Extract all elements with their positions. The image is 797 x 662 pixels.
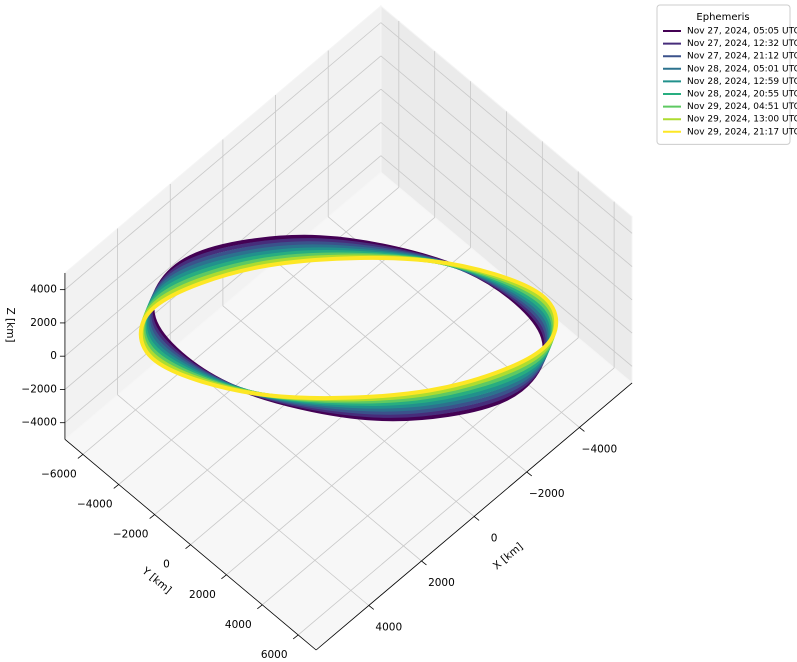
grid-line (64, 55, 382, 324)
y-tick-label: −4000 (77, 498, 113, 510)
legend-label: Nov 27, 2024, 05:05 UTC (687, 27, 797, 37)
grid-line (226, 307, 543, 576)
legend-label: Nov 28, 2024, 12:59 UTC (687, 77, 797, 87)
x-tick-label: 0 (491, 532, 498, 544)
y-tick-label: −2000 (113, 529, 149, 541)
orbit-line (138, 255, 559, 401)
grid-line (380, 88, 633, 301)
tick-mark (113, 484, 120, 489)
legend-label: Nov 27, 2024, 21:12 UTC (687, 52, 797, 62)
grid-line (154, 247, 471, 515)
tick-mark (368, 605, 375, 610)
legend-label: Nov 29, 2024, 13:00 UTC (687, 115, 797, 125)
legend-title: Ephemeris (696, 12, 749, 23)
z-tick-label: 0 (50, 350, 57, 362)
tick-mark (421, 560, 427, 566)
grid-line (380, 122, 633, 334)
y-tick-label: 4000 (225, 619, 252, 631)
tick-mark (257, 604, 263, 610)
grid-line (380, 55, 633, 267)
grid-line (64, 88, 382, 357)
tick-mark (526, 471, 533, 477)
tick-mark (579, 427, 585, 432)
orbit-line (150, 234, 547, 422)
grid-line (118, 217, 435, 485)
legend-label: Nov 28, 2024, 20:55 UTC (687, 90, 797, 100)
y-tick-label: 2000 (189, 589, 216, 601)
grid-line (64, 155, 382, 424)
x-tick-label: 4000 (375, 621, 402, 633)
legend-box (656, 4, 791, 145)
z-tick-label: −2000 (21, 383, 57, 395)
tick-mark (77, 454, 84, 459)
y-tick-label: 0 (163, 559, 170, 571)
y-axis-line (64, 439, 317, 651)
tick-mark (221, 574, 227, 580)
legend-label: Nov 28, 2024, 05:01 UTC (687, 64, 797, 74)
z-tick-label: 2000 (30, 317, 57, 329)
y-tick-label: 6000 (261, 649, 288, 661)
legend-label: Nov 29, 2024, 04:51 UTC (687, 102, 797, 112)
y-tick-label: −6000 (41, 468, 77, 480)
x-tick-label: 2000 (428, 577, 455, 589)
orbit-line (148, 238, 549, 418)
tick-mark (292, 634, 299, 640)
tick-mark (185, 544, 191, 549)
legend-label: Nov 27, 2024, 12:32 UTC (687, 39, 797, 49)
x-axis-line (315, 382, 633, 651)
grid-line (64, 22, 382, 290)
grid-line (82, 187, 400, 455)
legend-label: Nov 29, 2024, 21:17 UTC (687, 127, 797, 137)
tick-mark (149, 514, 155, 519)
grid-line (380, 155, 633, 367)
z-axis-label: Z [km] (4, 307, 16, 342)
tick-mark (473, 516, 480, 521)
z-tick-label: 4000 (30, 284, 57, 296)
x-axis-label: X [km] (491, 541, 526, 573)
grid-line (297, 367, 615, 636)
z-tick-label: −4000 (21, 417, 57, 429)
x-tick-label: −2000 (529, 488, 565, 500)
x-tick-label: −4000 (582, 443, 618, 455)
grid-line (380, 22, 633, 234)
legend: Ephemeris Nov 27, 2024, 05:05 UTC Nov 27, … (656, 4, 797, 145)
